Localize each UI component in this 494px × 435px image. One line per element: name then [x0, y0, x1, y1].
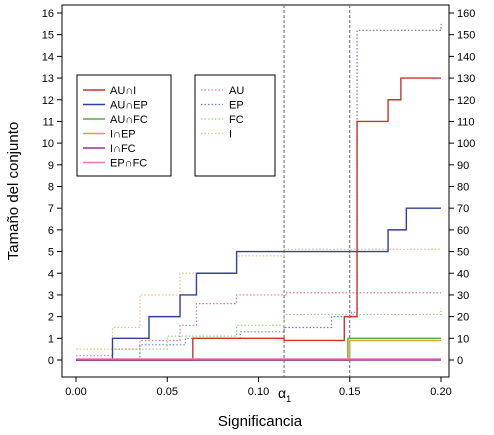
y-left-tick-label-10: 10	[42, 138, 54, 150]
y-left-tick-label-14: 14	[42, 51, 54, 63]
legend-left-label-1: AU∩EP	[110, 100, 148, 112]
y-right-tick-label-5: 50	[457, 247, 469, 259]
legend-left-label-3: I∩EP	[110, 129, 136, 141]
y-left-tick-label-7: 7	[48, 203, 54, 215]
y-left-tick-label-1: 1	[48, 333, 54, 345]
x-tick-label-1: 0.05	[157, 386, 178, 398]
y-right-tick-label-16: 160	[457, 8, 475, 20]
series-line-au-ep	[76, 207, 441, 361]
y-right-tick-label-9: 90	[457, 160, 469, 172]
y-right-tick-label-0: 0	[457, 355, 463, 367]
series-line-i	[76, 248, 441, 350]
y-left-tick-label-2: 2	[48, 312, 54, 324]
y-left-tick-label-9: 9	[48, 160, 54, 172]
alpha-subscript: 1	[286, 394, 291, 404]
y-axis-label: Tamaño del conjunto	[5, 122, 22, 260]
x-axis-ticks: 0.00 0.05 0.10 0.15 0.20	[65, 377, 452, 398]
y-right-tick-label-1: 10	[457, 333, 469, 345]
y-right-tick-label-7: 70	[457, 203, 469, 215]
legend-left-label-2: AU∩FC	[110, 114, 148, 126]
y-right-tick-label-13: 130	[457, 73, 475, 85]
reference-lines	[283, 5, 351, 377]
alpha-letter: α	[278, 385, 286, 401]
right-axis-ticks: 0 10 20 30 40 50 60 70 80 90 100 110 120 130 140 150 160	[449, 8, 475, 367]
x-tick-label-0: 0.00	[65, 386, 86, 398]
plot-frame	[61, 4, 450, 378]
y-left-tick-label-4: 4	[48, 268, 54, 280]
legend-right-label-1: EP	[229, 100, 244, 112]
series-line-au	[76, 292, 441, 357]
x-tick-label-2: 0.10	[248, 386, 269, 398]
y-left-tick-label-15: 15	[42, 30, 54, 42]
legend-right-label-3: I	[229, 129, 232, 141]
y-right-tick-label-12: 120	[457, 95, 475, 107]
legend-left: AU∩I AU∩EP AU∩FC I∩EP I∩FC EP∩FC	[76, 74, 172, 177]
y-left-tick-label-13: 13	[42, 73, 54, 85]
y-left-tick-label-0: 0	[48, 355, 54, 367]
y-right-tick-label-10: 100	[457, 138, 475, 150]
legend-left-label-4: I∩FC	[110, 143, 136, 155]
y-left-tick-label-3: 3	[48, 290, 54, 302]
series-line-i-ep	[76, 339, 441, 361]
y-left-tick-label-12: 12	[42, 95, 54, 107]
y-right-tick-label-14: 140	[457, 51, 475, 63]
legend-right-label-2: FC	[229, 114, 244, 126]
legend-right-box	[194, 74, 276, 177]
y-right-tick-label-3: 30	[457, 290, 469, 302]
legend-left-box	[76, 74, 172, 177]
x-axis-label: Significancia	[218, 413, 303, 430]
y-left-tick-label-8: 8	[48, 182, 54, 194]
series-line-fc	[76, 307, 442, 361]
y-right-tick-label-8: 80	[457, 182, 469, 194]
series-line-au-fc	[76, 337, 441, 361]
alpha-annotation: α1	[278, 385, 291, 404]
y-right-tick-label-11: 110	[457, 116, 475, 128]
legend-left-label-0: AU∩I	[110, 85, 136, 97]
series-line-au-i	[76, 77, 441, 361]
y-right-tick-label-4: 40	[457, 268, 469, 280]
legend-right: AU EP FC I	[194, 74, 276, 177]
legend-right-label-0: AU	[229, 85, 244, 97]
y-right-tick-label-6: 60	[457, 225, 469, 237]
y-left-tick-label-11: 11	[43, 116, 54, 128]
y-right-tick-label-15: 150	[457, 30, 475, 42]
y-left-tick-label-5: 5	[48, 247, 54, 259]
x-tick-label-3: 0.15	[339, 386, 360, 398]
series-line-ep	[76, 23, 442, 361]
x-tick-label-4: 0.20	[430, 386, 451, 398]
legend-left-label-5: EP∩FC	[110, 158, 147, 170]
series-group	[76, 23, 442, 361]
y-left-tick-label-16: 16	[42, 8, 54, 20]
y-left-tick-label-6: 6	[48, 225, 54, 237]
y-right-tick-label-2: 20	[457, 312, 469, 324]
